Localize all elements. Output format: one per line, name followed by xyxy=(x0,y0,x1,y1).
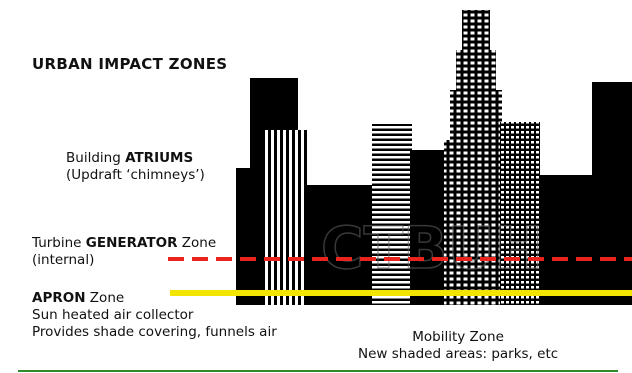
mobility-line-1: Mobility Zone xyxy=(412,329,504,345)
building-annex xyxy=(410,150,446,305)
mobility-line-2: New shaded areas: parks, etc xyxy=(358,346,559,362)
atriums-line-2: (Updraft ‘chimneys’) xyxy=(66,167,205,183)
building-right-low xyxy=(540,175,595,305)
skyscraper-upper xyxy=(456,50,496,90)
apron-label: APRON Zone Sun heated air collector Prov… xyxy=(32,290,277,341)
generator-line-2: (internal) xyxy=(32,252,95,268)
building-mid xyxy=(305,185,375,305)
mobility-label: Mobility Zone New shaded areas: parks, e… xyxy=(358,329,558,363)
bottom-rule xyxy=(18,370,618,372)
building-right-striped xyxy=(500,122,540,305)
apron-line-1: APRON Zone xyxy=(32,290,125,306)
generator-line-1: Turbine GENERATOR Zone xyxy=(32,235,217,251)
atriums-label: Building ATRIUMS (Updraft ‘chimneys’) xyxy=(66,150,205,184)
skyscraper-top xyxy=(462,10,490,50)
building-striped-vertical xyxy=(262,130,310,305)
apron-line-2: Sun heated air collector xyxy=(32,307,194,323)
watermark-text: CTBUH xyxy=(321,214,543,282)
skyscraper-base xyxy=(444,140,502,305)
generator-label: Turbine GENERATOR Zone (internal) xyxy=(32,235,216,269)
page-title: URBAN IMPACT ZONES xyxy=(32,55,228,73)
apron-line-3: Provides shade covering, funnels air xyxy=(32,324,277,340)
building-far-right xyxy=(592,82,632,305)
building-striped-horizontal xyxy=(372,124,412,305)
atriums-line-1: Building ATRIUMS xyxy=(66,150,194,166)
skyscraper-mid xyxy=(450,90,502,140)
